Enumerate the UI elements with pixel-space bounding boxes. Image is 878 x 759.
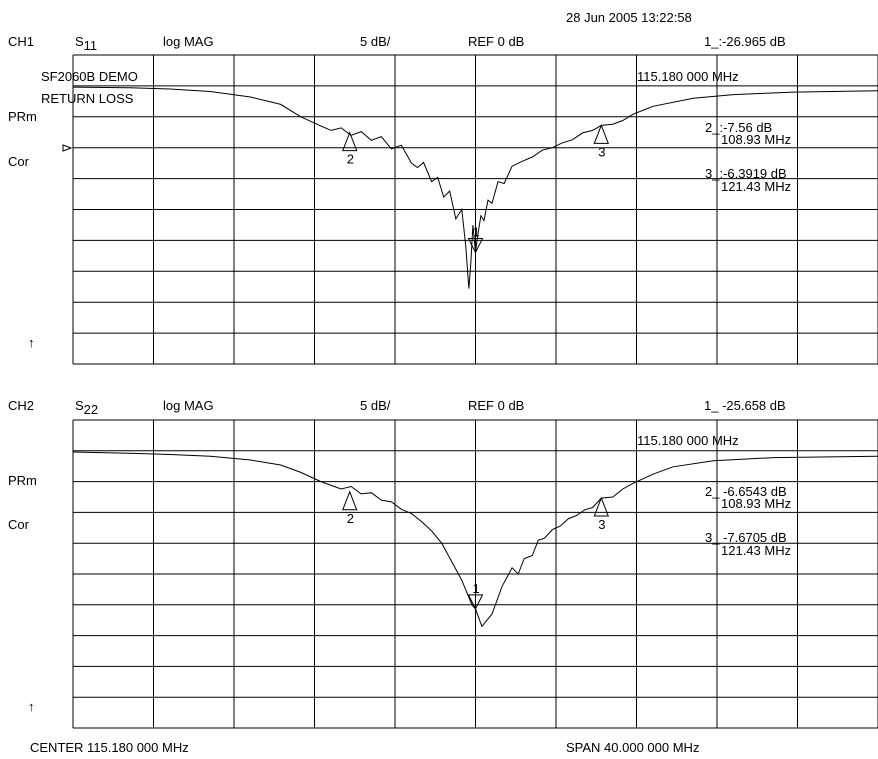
ch1-active-marker: 1_:-26.965 dB [704, 34, 786, 49]
ch2-cor-label: Cor [8, 517, 29, 532]
ch1-title-line1: SF2060B DEMO [41, 69, 138, 84]
ch1-title-line2: RETURN LOSS [41, 91, 134, 106]
ch2-marker-2-icon [341, 490, 358, 511]
ch1-active-marker-freq: 115.180 000 MHz [637, 69, 739, 84]
ch2-param-letter: S [75, 398, 84, 413]
ch1-bottom-arrow: ↑ [28, 335, 35, 350]
ref-pointer-icon [62, 144, 73, 152]
ch1-format: log MAG [163, 34, 214, 49]
ch2-marker-1-icon [467, 594, 484, 610]
ch2-param-sub: 22 [83, 402, 99, 417]
ch1-param-sub: 11 [83, 38, 98, 53]
ch1-marker3-freq: 121.43 MHz [721, 179, 792, 194]
ch1-parameter: S11 [75, 34, 97, 52]
ch1-marker2-freq: 108.93 MHz [721, 132, 792, 147]
ch1-reference: REF 0 dB [468, 34, 525, 49]
ch1-cor-label: Cor [8, 154, 29, 169]
ch2-marker-3-icon [593, 496, 610, 517]
ch2-prm-label: PRm [8, 473, 37, 488]
ch1-channel-label: CH1 [8, 34, 35, 49]
ch2-marker2-freq: 108.93 MHz [721, 496, 792, 511]
ch2-marker-3-label: 3 [598, 517, 605, 532]
ch2-graticule [72, 419, 878, 729]
ch2-parameter: S22 [75, 398, 98, 416]
ch2-marker-1-label: 1 [473, 581, 480, 596]
ch2-markers: 1 2 3 [341, 490, 610, 610]
ch1-markers: 1 2 3 [341, 124, 610, 254]
ch1-marker-1-icon [467, 238, 484, 254]
ch1-trace [72, 86, 878, 289]
ch1-scale: 5 dB/ [360, 34, 391, 49]
ch2-scale: 5 dB/ [360, 398, 391, 413]
ch2-active-marker: 1_ -25.658 dB [704, 398, 786, 413]
ch2-reference: REF 0 dB [468, 398, 525, 413]
ch1-prm-label: PRm [8, 109, 37, 124]
ch2-marker3-value: 3_ -7.6705 dB [705, 530, 787, 545]
ch1-marker-2-label: 2 [347, 152, 354, 167]
ch2-marker2-value: 2_ -6.6543 dB [705, 484, 787, 499]
ch2-trace [72, 451, 878, 628]
ch1-marker-3-icon [593, 124, 610, 144]
ch1-marker-1-label: 1 [473, 225, 480, 240]
ch1-graticule [72, 54, 878, 365]
ch1-marker3-value: 3_:-6.3919 dB [705, 166, 787, 181]
ch2-bottom-arrow: ↑ [28, 699, 35, 714]
ch1-marker-2-icon [341, 131, 358, 152]
ch2-format: log MAG [163, 398, 214, 413]
ch1-marker2-value: 2_:-7.56 dB [705, 120, 773, 135]
ch2-active-marker-freq: 115.180 000 MHz [637, 433, 739, 448]
ch2-channel-label: CH2 [8, 398, 35, 413]
span-frequency: SPAN 40.000 000 MHz [566, 740, 700, 755]
timestamp: 28 Jun 2005 13:22:58 [566, 10, 692, 25]
ch1-marker-3-label: 3 [598, 144, 605, 159]
center-frequency: CENTER 115.180 000 MHz [30, 740, 189, 755]
ch2-marker3-freq: 121.43 MHz [721, 543, 792, 558]
ch2-marker-2-label: 2 [347, 511, 354, 526]
ch1-param-letter: S [75, 34, 84, 49]
